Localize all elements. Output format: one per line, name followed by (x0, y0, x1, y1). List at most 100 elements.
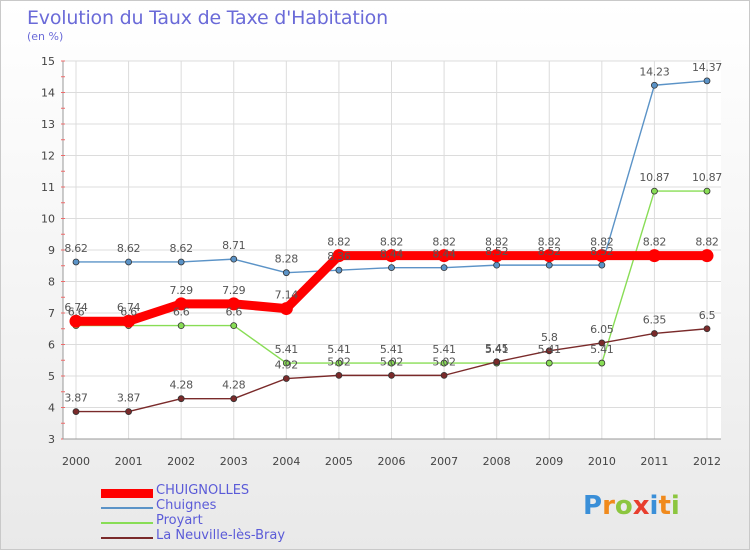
data-point (177, 395, 185, 403)
legend-label: La Neuville-lès-Bray (156, 528, 286, 543)
data-label: 8.62 (117, 242, 140, 255)
legend-label: Chuignes (156, 498, 217, 513)
data-label: 7.29 (170, 284, 194, 297)
y-tick-label: 3 (48, 433, 55, 446)
data-label: 6.05 (590, 323, 614, 336)
logo-letter: x (632, 491, 650, 521)
x-tick-label: 2002 (167, 455, 195, 468)
data-label: 5.41 (538, 343, 561, 356)
y-tick-label: 9 (48, 244, 55, 257)
x-tick-label: 2005 (325, 455, 353, 468)
x-tick-label: 2009 (535, 455, 563, 468)
data-point (440, 359, 448, 367)
data-label: 5.8 (541, 331, 558, 344)
data-label: 6.6 (120, 306, 137, 319)
data-label: 6.74 (64, 301, 88, 314)
data-label: 5.41 (432, 343, 455, 356)
y-tick-label: 11 (41, 181, 55, 194)
data-label: 8.44 (432, 248, 456, 261)
data-point (227, 297, 241, 311)
data-label: 7.14 (275, 289, 299, 302)
data-label: 5.41 (275, 343, 298, 356)
data-label: 5.02 (380, 355, 403, 368)
data-point (174, 297, 188, 311)
y-tick-label: 13 (41, 118, 55, 131)
legend-swatch (101, 522, 153, 524)
data-point (388, 371, 395, 379)
data-point (651, 187, 658, 195)
data-label: 4.92 (275, 359, 298, 372)
data-label: 8.82 (643, 236, 666, 249)
data-label: 14.37 (692, 61, 722, 74)
data-point (72, 408, 80, 415)
data-label: 8.52 (485, 245, 508, 258)
data-label: 14.23 (639, 65, 669, 78)
x-tick-label: 2000 (62, 455, 90, 468)
data-label: 8.52 (538, 245, 561, 258)
data-point (335, 266, 343, 274)
data-label: 8.82 (485, 236, 508, 249)
data-label: 8.62 (170, 242, 193, 255)
data-point (177, 258, 185, 266)
data-point (332, 249, 346, 263)
data-label: 5.41 (485, 343, 508, 356)
data-point (282, 269, 290, 277)
logo-letter: i (649, 491, 659, 521)
data-label: 8.82 (432, 236, 455, 249)
data-label: 10.87 (639, 171, 669, 184)
data-point (282, 359, 290, 367)
data-point (122, 314, 136, 328)
logo-letter: P (583, 491, 603, 521)
data-point (437, 249, 451, 263)
data-point (230, 395, 238, 403)
data-point (279, 302, 293, 316)
y-tick-label: 8 (48, 276, 55, 289)
data-label: 8.36 (327, 250, 351, 263)
data-point (69, 314, 83, 328)
data-point (542, 249, 556, 263)
data-point (595, 249, 609, 263)
data-point (598, 339, 606, 347)
data-point (440, 264, 448, 272)
legend-swatch (101, 507, 153, 509)
data-label: 5.02 (432, 355, 455, 368)
data-label: 7.29 (222, 284, 246, 297)
y-tick-label: 14 (41, 87, 55, 100)
data-point (230, 322, 238, 330)
data-label: 8.82 (380, 236, 403, 249)
data-point (335, 371, 343, 379)
data-point (230, 255, 238, 263)
data-label: 8.52 (590, 245, 613, 258)
logo-letter: t (658, 491, 671, 521)
legend-swatch (101, 537, 153, 539)
y-tick-label: 10 (41, 213, 55, 226)
data-label: 8.82 (695, 236, 718, 249)
data-label: 8.82 (327, 236, 350, 249)
x-tick-label: 2012 (693, 455, 721, 468)
data-label: 8.82 (590, 236, 613, 249)
data-label: 3.87 (64, 392, 88, 405)
data-point (598, 261, 606, 269)
x-tick-label: 2007 (430, 455, 458, 468)
data-point (385, 249, 398, 263)
data-label: 4.28 (222, 379, 246, 392)
y-tick-label: 7 (48, 307, 55, 320)
y-tick-label: 12 (41, 150, 55, 163)
y-tick-label: 6 (48, 339, 55, 352)
chart-title: Evolution du Taux de Taxe d'Habitation (27, 7, 388, 29)
data-label: 5.41 (590, 343, 613, 356)
data-point (703, 77, 711, 85)
data-point (700, 249, 714, 263)
x-tick-label: 2004 (272, 455, 300, 468)
data-label: 6.6 (173, 306, 190, 319)
proxiti-logo: Proxiti (583, 491, 680, 521)
legend-swatch (101, 488, 153, 498)
data-label: 5.45 (485, 342, 509, 355)
data-point (125, 258, 132, 266)
y-tick-label: 5 (48, 370, 55, 383)
data-point (493, 261, 501, 269)
data-label: 8.62 (64, 242, 87, 255)
data-label: 8.44 (380, 248, 404, 261)
